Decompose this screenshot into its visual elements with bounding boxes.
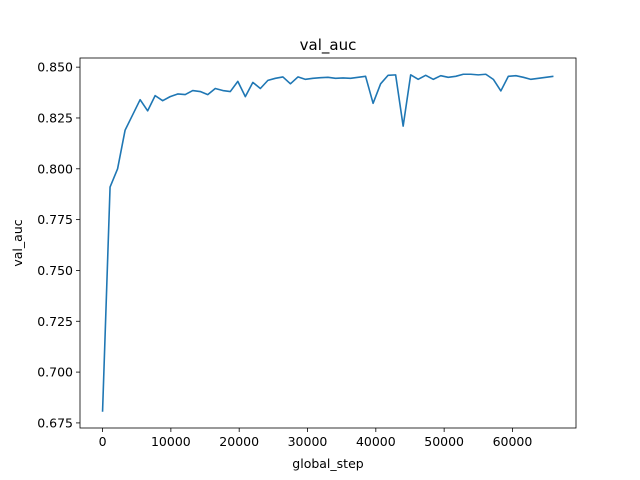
y-tick-label: 0.850	[37, 60, 73, 75]
plot-area	[101, 73, 554, 412]
y-tick-label: 0.725	[37, 314, 73, 329]
x-tick-label: 0	[99, 434, 107, 449]
x-axis-label: global_step	[292, 456, 363, 471]
y-axis-label: val_auc	[10, 219, 25, 266]
y-tick-label: 0.750	[37, 263, 73, 278]
x-tick-label: 40000	[356, 434, 396, 449]
x-tick-label: 30000	[288, 434, 328, 449]
x-tick-label: 20000	[219, 434, 259, 449]
x-axis: 0 10000 20000 30000 40000 50000 60000	[99, 428, 533, 449]
axes-frame	[79, 57, 577, 429]
x-tick-label: 50000	[424, 434, 464, 449]
y-tick-label: 0.825	[37, 110, 73, 125]
val-auc-series-line	[101, 73, 554, 412]
y-tick-label: 0.700	[37, 365, 73, 380]
y-tick-label: 0.800	[37, 161, 73, 176]
chart-title: val_auc	[300, 36, 357, 55]
y-tick-label: 0.675	[37, 415, 73, 430]
y-axis: 0.675 0.700 0.725 0.750 0.775 0.800 0.825 0.850	[37, 60, 80, 430]
x-tick-label: 60000	[493, 434, 533, 449]
y-tick-label: 0.775	[37, 212, 73, 227]
x-tick-label: 10000	[151, 434, 191, 449]
